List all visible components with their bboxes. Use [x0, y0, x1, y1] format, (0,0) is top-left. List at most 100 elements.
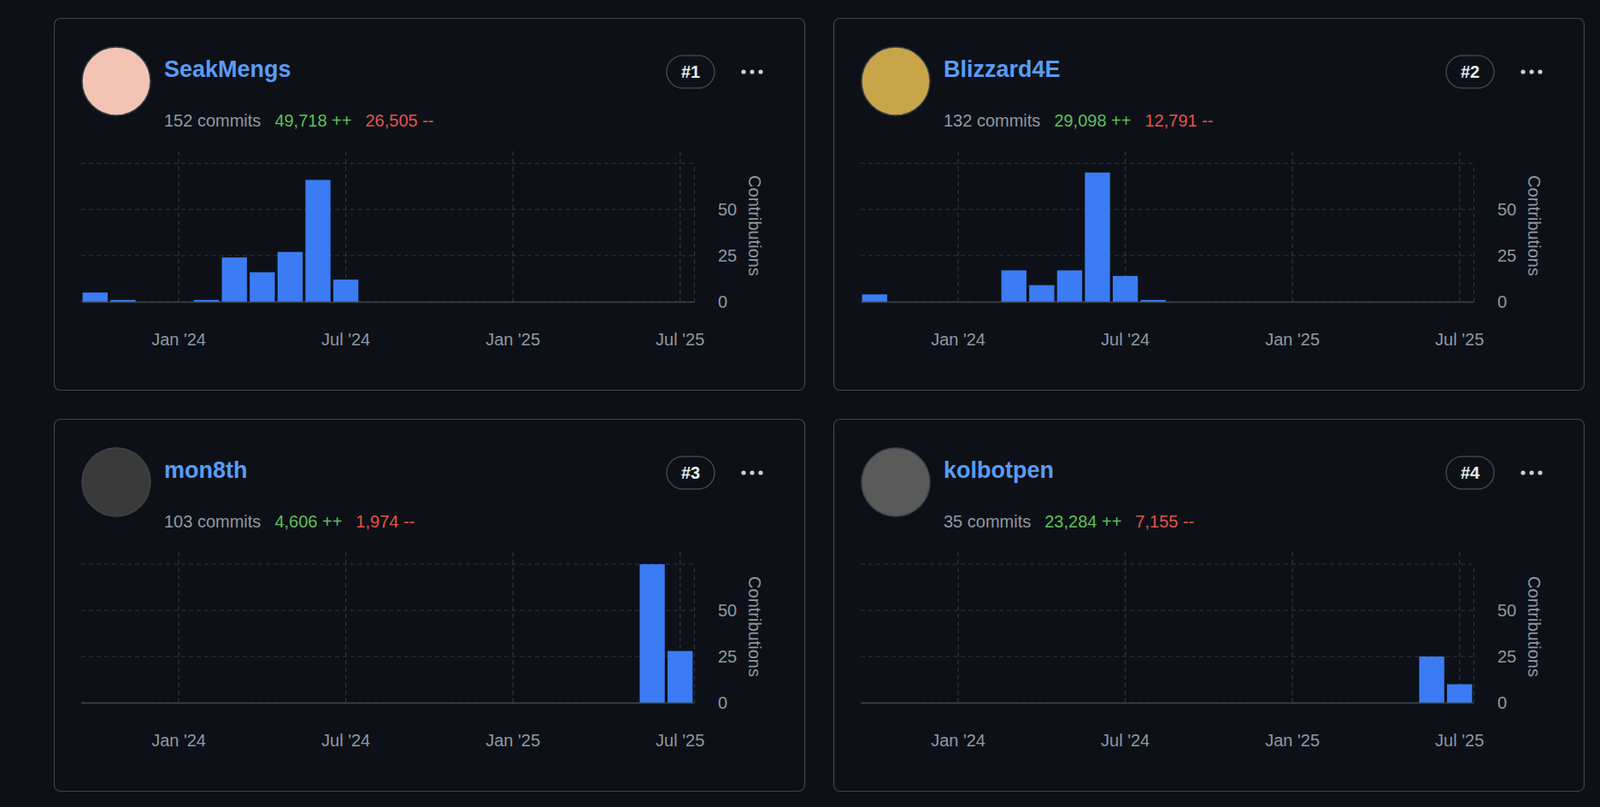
menu-dot[interactable] [749, 470, 754, 475]
rank: #1 [681, 62, 700, 82]
username[interactable]: Blizzard4E [943, 56, 1061, 83]
x-tick: Jan '24 [151, 301, 206, 349]
y-tick-label: 50 [1497, 200, 1517, 219]
y-tick: 50 [694, 600, 737, 620]
x-tick: Jan '25 [485, 301, 541, 349]
menu-dot[interactable] [741, 69, 746, 74]
x-tick-label: Jul '24 [321, 329, 371, 349]
y-tick-label: 0 [717, 292, 728, 312]
x-axis: Jan '24 Jul '24 Jan '25 Jul '25 [82, 301, 706, 349]
x-tick-label: Jan '25 [485, 329, 541, 349]
y-axis: 02550 [694, 564, 737, 712]
rank: #3 [681, 463, 700, 483]
y-grid-line [860, 254, 1474, 256]
x-tick-label: Jan '25 [1264, 730, 1320, 750]
x-grid-line [957, 552, 959, 703]
y-grid-line [81, 609, 695, 611]
x-grid-line [345, 151, 347, 302]
x-tick-label: Jul '25 [655, 329, 705, 349]
x-grid-line [345, 552, 347, 703]
page: SeakMengs152 commits49,718 ++26,505 --#1… [0, 0, 1600, 807]
deletions: 26,505 -- [364, 111, 434, 130]
contributor-card: mon8th103 commits4,606 ++1,974 --#3Jan '… [54, 419, 806, 792]
avatar[interactable] [82, 447, 151, 517]
x-grid-line [512, 151, 514, 302]
y-tick: 0 [1473, 292, 1507, 312]
bar [110, 300, 136, 302]
y-grid-line [860, 609, 1474, 611]
y-axis-title: Contributions [1524, 175, 1544, 277]
bar [1447, 683, 1472, 703]
y-axis-title: Contributions [745, 175, 765, 277]
x-grid-line [679, 151, 681, 302]
x-axis-line [82, 702, 695, 705]
bar [82, 292, 108, 302]
menu-dot[interactable] [1520, 470, 1525, 475]
x-tick: Jul '24 [321, 702, 371, 750]
x-tick-label: Jan '25 [1264, 329, 1320, 349]
x-grid-line [1124, 552, 1126, 703]
y-tick-label: 50 [717, 600, 737, 620]
x-tick: Jul '24 [1100, 702, 1150, 750]
avatar[interactable] [82, 47, 151, 116]
x-grid-line [1458, 552, 1460, 703]
menu-dot[interactable] [1529, 470, 1534, 475]
menu-dot[interactable] [741, 470, 746, 475]
x-tick-label: Jul '25 [655, 730, 705, 750]
username[interactable]: kolbotpen [943, 457, 1054, 483]
more-menu[interactable] [741, 470, 763, 475]
bar [1418, 656, 1444, 703]
menu-dot[interactable] [1537, 470, 1542, 475]
card-frame [834, 419, 1585, 792]
x-grid-line [1292, 552, 1294, 703]
bar [1001, 270, 1027, 302]
x-tick: Jul '25 [1435, 702, 1484, 750]
x-axis-line [82, 301, 695, 304]
additions: 23,284 ++ [1044, 511, 1122, 531]
bar [194, 300, 219, 302]
x-axis: Jan '24Jul '24Jan '25Jul '25 [861, 301, 1485, 349]
x-grid-line [957, 151, 959, 302]
bar [1057, 270, 1083, 302]
menu-dot[interactable] [1537, 69, 1542, 74]
more-menu[interactable] [1520, 69, 1542, 74]
menu-dot[interactable] [758, 69, 763, 74]
x-grid-line [1458, 151, 1460, 302]
x-tick: Jul '25 [655, 301, 705, 349]
menu-dot[interactable] [1529, 69, 1534, 74]
grid [81, 151, 695, 302]
username[interactable]: mon8th [164, 457, 248, 483]
x-tick-label: Jan '24 [151, 730, 206, 750]
x-tick-label: Jan '24 [930, 730, 986, 750]
avatar[interactable] [861, 447, 930, 517]
menu-dot[interactable] [749, 69, 754, 74]
username[interactable]: SeakMengs [164, 56, 292, 83]
x-tick-label: Jul '24 [321, 730, 371, 750]
x-tick: Jul '24 [1100, 301, 1150, 349]
grid [860, 151, 1474, 302]
grid [81, 552, 695, 703]
deletions: 12,791 -- [1144, 111, 1213, 130]
deletions: 1,974 -- [355, 511, 415, 531]
bar [862, 294, 888, 302]
x-tick: Jan '24 [151, 702, 206, 750]
more-menu[interactable] [741, 69, 763, 74]
y-tick-label: 25 [717, 246, 737, 265]
bar [1112, 276, 1138, 302]
y-axis: 02550 [694, 164, 737, 312]
y-tick: 25 [1473, 647, 1517, 666]
plot-frame-top [81, 162, 695, 164]
y-tick-label: 0 [717, 693, 728, 712]
x-grid-line [177, 151, 179, 302]
avatar[interactable] [861, 47, 930, 116]
menu-dot[interactable] [758, 470, 763, 475]
bars [1418, 656, 1472, 703]
menu-dot[interactable] [1520, 69, 1525, 74]
card-frame [54, 419, 806, 792]
bars [862, 172, 1166, 302]
y-axis: 0 25 50 [1473, 164, 1517, 312]
more-menu[interactable] [1520, 470, 1542, 475]
bar [1029, 285, 1054, 302]
y-tick-label: 25 [1497, 246, 1517, 265]
rank-badge [666, 456, 715, 489]
